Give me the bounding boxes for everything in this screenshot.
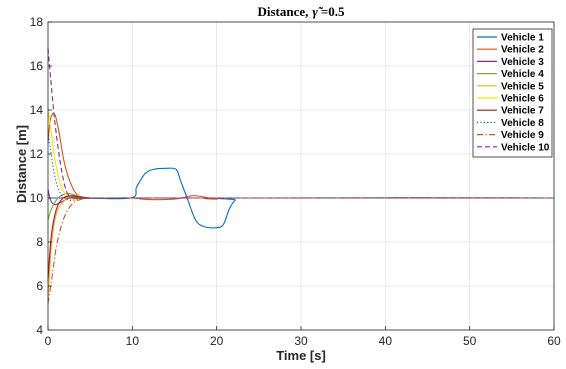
legend-label: Vehicle 7 — [501, 106, 544, 117]
plot-area — [47, 48, 555, 304]
axis-ticks: 0 10 20 30 40 50 60 4 6 8 10 12 14 16 18 — [30, 15, 561, 348]
x-tick-label: 20 — [210, 334, 224, 348]
legend-label: Vehicle 8 — [501, 118, 544, 129]
legend-label: Vehicle 10 — [501, 142, 550, 153]
legend-label: Vehicle 4 — [501, 69, 544, 80]
legend-label: Vehicle 3 — [501, 57, 544, 68]
legend-label: Vehicle 9 — [501, 130, 544, 141]
series-line-vehicle-10 — [47, 48, 554, 200]
chart-title-value: =0.5 — [321, 4, 345, 19]
y-tick-label: 16 — [30, 59, 44, 73]
x-tick-label: 40 — [379, 334, 393, 348]
series-line-vehicle-9 — [47, 197, 554, 304]
y-tick-label: 4 — [36, 323, 43, 337]
legend-box — [472, 28, 553, 158]
y-axis-label: Distance [m] — [14, 125, 29, 203]
chart-title-main: Distance, — [257, 4, 308, 19]
x-tick-label: 30 — [294, 334, 308, 348]
y-tick-label: 18 — [30, 15, 44, 29]
legend-label: Vehicle 1 — [501, 33, 544, 44]
legend-label: Vehicle 6 — [501, 94, 544, 105]
legend-label: Vehicle 2 — [501, 45, 544, 56]
y-tick-label: 10 — [30, 191, 44, 205]
x-axis-label: Time [s] — [276, 348, 326, 363]
y-tick-label: 12 — [30, 147, 44, 161]
x-tick-label: 0 — [45, 334, 52, 348]
chart-title: Distance, γ̃ =0.5 — [257, 4, 345, 19]
y-tick-label: 6 — [36, 279, 43, 293]
x-tick-label: 10 — [126, 334, 140, 348]
x-tick-label: 60 — [547, 334, 561, 348]
legend-label: Vehicle 5 — [501, 81, 544, 92]
x-tick-label: 50 — [463, 334, 477, 348]
y-tick-label: 14 — [30, 103, 44, 117]
y-tick-label: 8 — [36, 235, 43, 249]
